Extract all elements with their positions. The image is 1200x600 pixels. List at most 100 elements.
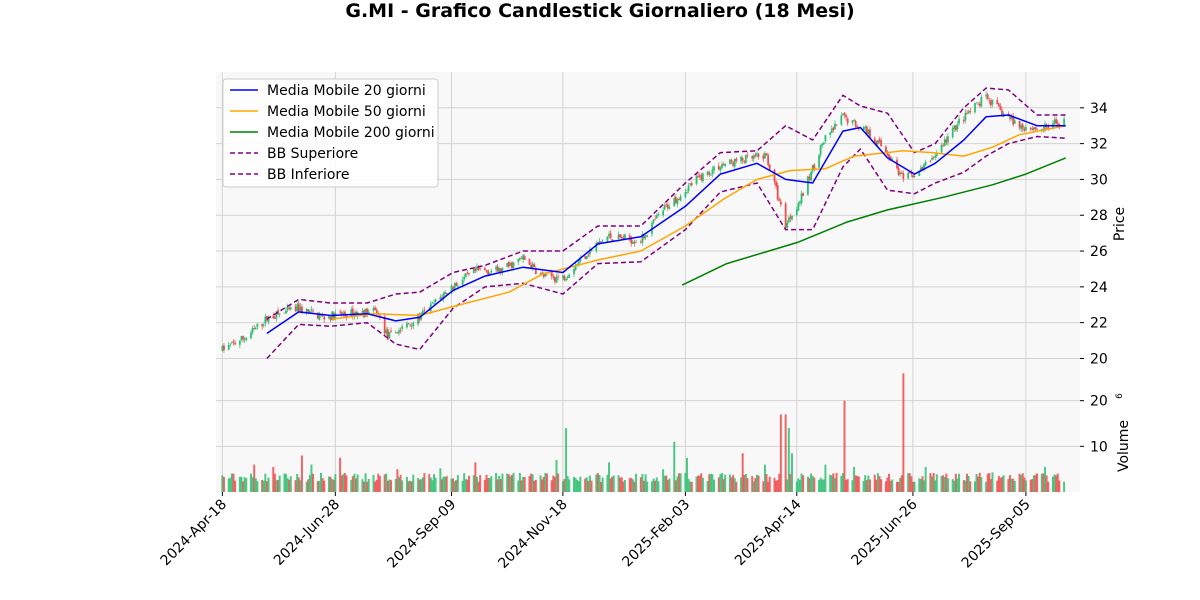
- volume-bar: [531, 474, 534, 492]
- volume-bar: [327, 476, 330, 492]
- volume-bar: [679, 473, 682, 492]
- candle-body: [867, 129, 870, 135]
- volume-bar: [289, 476, 292, 492]
- candle-body: [364, 309, 367, 317]
- volume-bar: [487, 478, 490, 492]
- volume-bar: [862, 480, 865, 492]
- candle-body: [530, 264, 532, 269]
- price-tick-label: 26: [1090, 244, 1108, 260]
- candle-body: [700, 174, 703, 181]
- volume-bar: [285, 473, 288, 492]
- volume-bar: [732, 475, 735, 492]
- volume-bar: [608, 462, 611, 492]
- candle-body: [456, 285, 459, 287]
- volume-bar: [908, 473, 911, 492]
- candle-body: [875, 141, 878, 146]
- volume-bar: [565, 428, 568, 492]
- volume-bar: [265, 481, 268, 492]
- volume-bar: [528, 476, 531, 492]
- candle-body: [791, 215, 793, 220]
- volume-bar: [351, 476, 354, 492]
- candle-body: [617, 234, 620, 239]
- candle-body: [531, 263, 534, 269]
- volume-bar: [445, 476, 448, 492]
- volume-bar: [913, 481, 916, 492]
- volume-bar: [663, 475, 666, 492]
- volume-bar: [355, 478, 358, 492]
- volume-bar: [563, 479, 566, 492]
- candle-body: [611, 239, 614, 241]
- volume-bar: [889, 480, 892, 492]
- candle-body: [888, 154, 890, 158]
- candle-body: [891, 159, 894, 161]
- volume-bar: [466, 479, 469, 492]
- candle-body: [966, 112, 968, 114]
- candle-body: [283, 312, 286, 314]
- candle-body: [622, 237, 625, 240]
- candle-body: [921, 166, 924, 170]
- candle-body: [367, 311, 370, 315]
- candle-body: [666, 204, 669, 209]
- volume-bar: [401, 480, 404, 492]
- candle-body: [808, 176, 811, 180]
- volume-bar: [977, 476, 980, 492]
- candle-body: [923, 164, 925, 170]
- candle-body: [663, 205, 666, 210]
- candle-body: [684, 191, 687, 198]
- candle-body: [977, 103, 980, 105]
- volume-bar: [1001, 476, 1004, 492]
- volume-bar: [946, 478, 949, 492]
- volume-bar: [1007, 478, 1010, 492]
- volume-bar: [555, 460, 558, 492]
- date-tick-label: 2024-Jun-28: [271, 497, 343, 569]
- volume-bar: [800, 473, 803, 492]
- candle-body: [800, 193, 803, 204]
- volume-bar: [479, 475, 482, 492]
- volume-bar: [410, 481, 413, 492]
- candle-body: [880, 140, 883, 147]
- volume-bar: [609, 478, 612, 492]
- candle-body: [924, 162, 927, 165]
- legend-box: [222, 78, 439, 188]
- volume-bar: [397, 477, 400, 492]
- candle-body: [476, 266, 478, 271]
- volume-bar: [320, 472, 323, 492]
- candle-body: [999, 106, 1002, 111]
- candle-body: [297, 303, 300, 312]
- volume-bar: [539, 475, 542, 492]
- candle-body: [619, 234, 622, 238]
- candle-body: [484, 268, 486, 271]
- candle-body: [687, 185, 690, 192]
- volume-bar: [499, 479, 502, 492]
- candle-body: [818, 155, 820, 168]
- volume-bar: [496, 479, 499, 492]
- volume-bar: [472, 475, 475, 492]
- candle-body: [799, 201, 801, 204]
- volume-bar: [1023, 477, 1026, 492]
- volume-bar: [483, 479, 486, 492]
- volume-bar: [897, 481, 900, 492]
- candle-body: [472, 268, 475, 274]
- volume-bar: [461, 480, 464, 492]
- candle-body: [908, 172, 911, 173]
- indicator-lines: [266, 87, 1066, 360]
- candle-body: [631, 242, 634, 244]
- volume-bar: [1012, 478, 1015, 492]
- volume-bar: [935, 474, 938, 492]
- candle-body: [919, 167, 922, 171]
- candle-body: [1012, 116, 1015, 125]
- candle-body: [701, 173, 704, 182]
- candle-body: [495, 266, 497, 270]
- volume-bar: [412, 474, 415, 492]
- candle-body: [633, 241, 636, 244]
- candle-body: [350, 309, 353, 317]
- candle-body: [912, 175, 914, 178]
- candle-body: [752, 155, 755, 159]
- volume-bar: [541, 479, 544, 492]
- candle-body: [361, 311, 364, 313]
- volume-bar: [421, 477, 424, 492]
- volume-bar: [598, 474, 601, 492]
- volume-bar: [875, 479, 878, 492]
- candle-body: [221, 345, 224, 351]
- volume-bar: [951, 479, 954, 492]
